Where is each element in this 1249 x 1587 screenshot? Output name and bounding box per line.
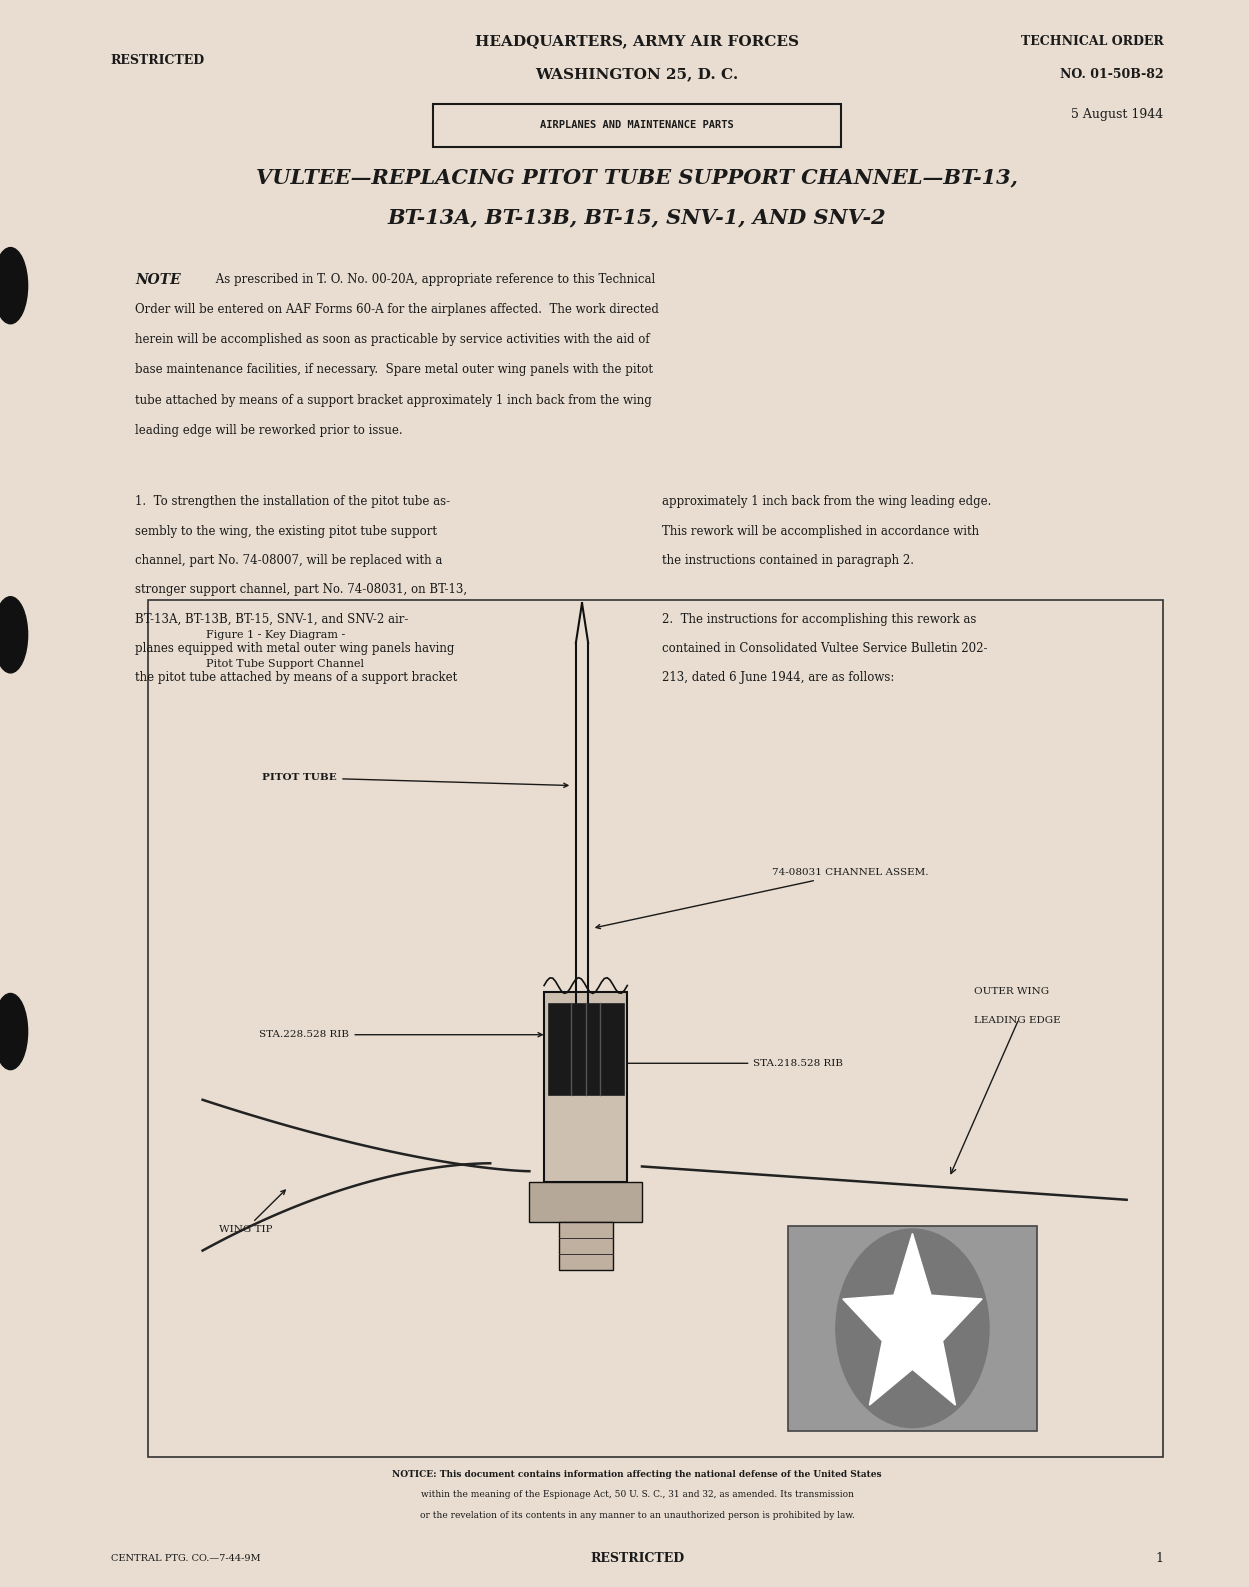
Text: VULTEE—REPLACING PITOT TUBE SUPPORT CHANNEL—BT-13,: VULTEE—REPLACING PITOT TUBE SUPPORT CHAN…	[256, 168, 1018, 187]
Text: 74-08031 CHANNEL ASSEM.: 74-08031 CHANNEL ASSEM.	[596, 868, 928, 928]
Text: approximately 1 inch back from the wing leading edge.: approximately 1 inch back from the wing …	[662, 495, 990, 508]
Text: NOTE: NOTE	[135, 273, 181, 287]
Text: 213, dated 6 June 1944, are as follows:: 213, dated 6 June 1944, are as follows:	[662, 671, 894, 684]
Text: STA.228.528 RIB: STA.228.528 RIB	[260, 1030, 542, 1039]
Text: tube attached by means of a support bracket approximately 1 inch back from the w: tube attached by means of a support brac…	[135, 394, 652, 406]
FancyBboxPatch shape	[432, 103, 842, 146]
Text: NO. 01-50B-82: NO. 01-50B-82	[1059, 68, 1163, 81]
Text: Pitot Tube Support Channel: Pitot Tube Support Channel	[206, 659, 365, 668]
Bar	[530, 1182, 642, 1222]
Text: 1: 1	[1155, 1552, 1163, 1565]
Text: planes equipped with metal outer wing panels having: planes equipped with metal outer wing pa…	[135, 643, 455, 655]
Text: NOTICE: This document contains information affecting the national defense of the: NOTICE: This document contains informati…	[392, 1470, 882, 1479]
Text: WASHINGTON 25, D. C.: WASHINGTON 25, D. C.	[536, 68, 738, 81]
Text: PITOT TUBE: PITOT TUBE	[262, 773, 568, 787]
Text: the pitot tube attached by means of a support bracket: the pitot tube attached by means of a su…	[135, 671, 457, 684]
Bar	[548, 1003, 623, 1095]
Text: HEADQUARTERS, ARMY AIR FORCES: HEADQUARTERS, ARMY AIR FORCES	[475, 35, 799, 48]
Bar	[558, 1222, 612, 1270]
Text: contained in Consolidated Vultee Service Bulletin 202-: contained in Consolidated Vultee Service…	[662, 643, 987, 655]
Text: AIRPLANES AND MAINTENANCE PARTS: AIRPLANES AND MAINTENANCE PARTS	[541, 121, 734, 130]
Text: RESTRICTED: RESTRICTED	[590, 1552, 684, 1565]
Text: Order will be entered on AAF Forms 60-A for the airplanes affected.  The work di: Order will be entered on AAF Forms 60-A …	[135, 303, 659, 316]
Text: within the meaning of the Espionage Act, 50 U. S. C., 31 and 32, as amended. Its: within the meaning of the Espionage Act,…	[421, 1490, 853, 1500]
Text: channel, part No. 74-08007, will be replaced with a: channel, part No. 74-08007, will be repl…	[135, 554, 442, 567]
Text: LEADING EDGE: LEADING EDGE	[974, 1016, 1060, 1025]
Bar	[788, 1225, 1037, 1431]
Text: WING TIP: WING TIP	[219, 1190, 285, 1235]
Text: As prescribed in T. O. No. 00-20A, appropriate reference to this Technical: As prescribed in T. O. No. 00-20A, appro…	[212, 273, 656, 286]
Polygon shape	[843, 1233, 982, 1404]
Text: 5 August 1944: 5 August 1944	[1072, 108, 1163, 121]
Ellipse shape	[0, 248, 27, 324]
Text: TECHNICAL ORDER: TECHNICAL ORDER	[1020, 35, 1163, 48]
Text: herein will be accomplished as soon as practicable by service activities with th: herein will be accomplished as soon as p…	[135, 333, 649, 346]
Text: Figure 1 - Key Diagram -: Figure 1 - Key Diagram -	[206, 630, 346, 640]
Text: leading edge will be reworked prior to issue.: leading edge will be reworked prior to i…	[135, 424, 403, 436]
Text: stronger support channel, part No. 74-08031, on BT-13,: stronger support channel, part No. 74-08…	[135, 584, 467, 597]
Text: the instructions contained in paragraph 2.: the instructions contained in paragraph …	[662, 554, 913, 567]
Text: sembly to the wing, the existing pitot tube support: sembly to the wing, the existing pitot t…	[135, 524, 437, 538]
Text: or the revelation of its contents in any manner to an unauthorized person is pro: or the revelation of its contents in any…	[420, 1511, 854, 1520]
Text: OUTER WING: OUTER WING	[974, 987, 1049, 997]
Text: 1.  To strengthen the installation of the pitot tube as-: 1. To strengthen the installation of the…	[135, 495, 451, 508]
Text: BT-13A, BT-13B, BT-15, SNV-1, AND SNV-2: BT-13A, BT-13B, BT-15, SNV-1, AND SNV-2	[387, 208, 887, 227]
Text: base maintenance facilities, if necessary.  Spare metal outer wing panels with t: base maintenance facilities, if necessar…	[135, 363, 653, 376]
Ellipse shape	[0, 993, 27, 1070]
Circle shape	[836, 1228, 989, 1428]
Bar	[147, 600, 1163, 1457]
Text: STA.218.528 RIB: STA.218.528 RIB	[605, 1059, 843, 1068]
Bar	[545, 992, 627, 1182]
Text: This rework will be accomplished in accordance with: This rework will be accomplished in acco…	[662, 524, 979, 538]
Text: RESTRICTED: RESTRICTED	[111, 54, 205, 67]
Text: CENTRAL PTG. CO.—7-44-9M: CENTRAL PTG. CO.—7-44-9M	[111, 1554, 261, 1563]
Text: BT-13A, BT-13B, BT-15, SNV-1, and SNV-2 air-: BT-13A, BT-13B, BT-15, SNV-1, and SNV-2 …	[135, 613, 408, 625]
Text: 2.  The instructions for accomplishing this rework as: 2. The instructions for accomplishing th…	[662, 613, 975, 625]
Ellipse shape	[0, 597, 27, 673]
